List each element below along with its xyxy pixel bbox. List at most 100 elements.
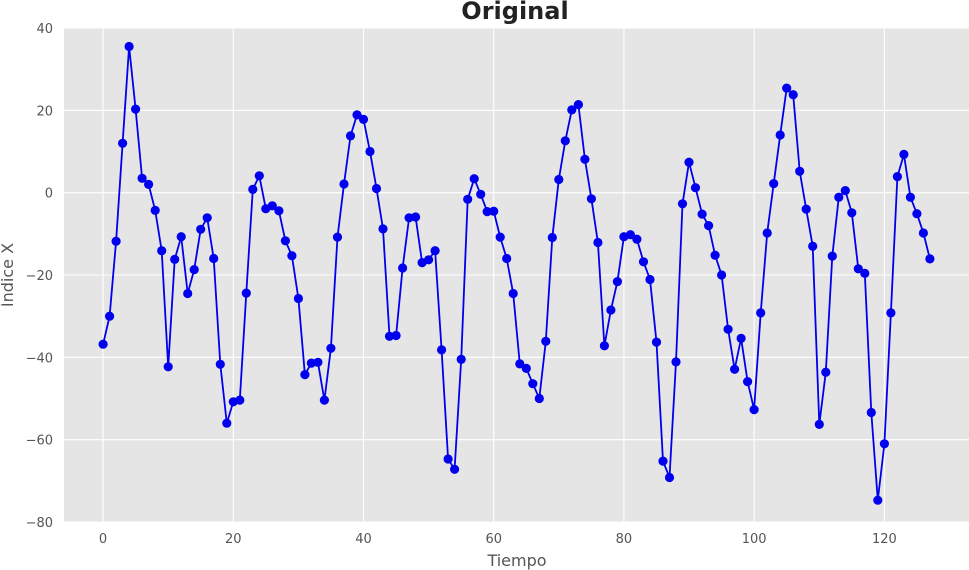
data-point — [430, 246, 440, 256]
data-point — [469, 174, 479, 184]
data-point — [625, 230, 636, 240]
data-point — [326, 343, 336, 353]
data-point — [892, 172, 903, 182]
data-point — [463, 194, 473, 204]
data-point — [196, 224, 206, 234]
data-point — [215, 359, 225, 369]
data-point — [834, 192, 844, 202]
data-point — [567, 105, 577, 115]
data-point — [521, 363, 531, 373]
y-tick-labels: −80 −60 −40 −20 0 20 40 — [26, 22, 53, 531]
data-point — [749, 405, 759, 415]
y-tick-label: −80 — [26, 516, 53, 531]
data-point — [124, 41, 134, 52]
data-point — [853, 264, 863, 274]
data-point — [437, 345, 447, 355]
data-point — [287, 251, 297, 261]
data-point — [762, 228, 772, 238]
data-point — [189, 265, 199, 275]
data-point — [313, 357, 323, 367]
data-point — [873, 495, 883, 505]
x-tick-label: 0 — [99, 532, 107, 547]
data-point — [606, 305, 616, 315]
data-point — [645, 274, 655, 285]
data-point — [339, 179, 349, 189]
data-point — [515, 359, 525, 369]
x-tick-label: 100 — [742, 532, 767, 547]
data-point — [424, 255, 434, 265]
data-point — [332, 232, 343, 242]
data-point — [365, 146, 375, 157]
data-point — [560, 136, 570, 146]
data-point — [821, 367, 831, 377]
data-point — [684, 157, 694, 167]
x-axis-label: Tiempo — [486, 551, 546, 570]
data-point — [697, 209, 707, 219]
y-tick-label: −40 — [26, 351, 53, 366]
data-point — [671, 357, 681, 367]
data-point — [144, 179, 154, 189]
data-point — [651, 337, 662, 347]
data-point — [98, 339, 108, 349]
data-point — [248, 184, 258, 194]
data-point — [163, 362, 173, 372]
y-tick-label: −20 — [26, 269, 53, 284]
data-point — [547, 232, 557, 243]
data-point — [710, 250, 720, 260]
x-tick-labels: 0 20 40 60 80 100 120 — [99, 532, 897, 547]
data-point — [541, 336, 551, 346]
data-point — [157, 246, 167, 256]
data-point — [391, 330, 401, 341]
data-point — [502, 253, 512, 264]
data-point — [866, 407, 876, 418]
data-point — [743, 377, 753, 387]
data-point — [411, 212, 421, 222]
data-point — [599, 341, 610, 351]
x-tick-label: 80 — [616, 532, 633, 547]
x-tick-label: 20 — [225, 532, 242, 547]
data-point — [443, 454, 453, 464]
data-point — [378, 224, 388, 234]
y-tick-label: −60 — [26, 434, 53, 449]
data-point — [398, 263, 408, 273]
y-tick-label: 20 — [36, 104, 53, 119]
data-point — [534, 393, 544, 404]
data-point — [632, 234, 642, 244]
data-point — [801, 204, 811, 214]
data-point — [482, 207, 492, 217]
data-point — [580, 154, 590, 164]
data-point — [586, 194, 597, 204]
data-point — [209, 253, 219, 264]
data-point — [814, 419, 824, 429]
data-point — [912, 209, 922, 219]
y-axis-label: Índice X — [0, 243, 17, 307]
data-point — [150, 205, 160, 215]
data-point — [241, 288, 251, 298]
data-point — [456, 354, 466, 364]
data-point — [222, 418, 232, 428]
data-point — [756, 308, 766, 318]
data-point — [795, 166, 805, 176]
data-point — [170, 254, 180, 264]
data-point — [593, 237, 603, 248]
data-point — [899, 149, 909, 159]
data-point — [280, 236, 290, 246]
data-point — [905, 192, 916, 202]
data-point — [293, 293, 303, 304]
x-tick-label: 40 — [355, 532, 372, 547]
data-point — [827, 251, 837, 261]
data-point — [358, 114, 369, 124]
data-point — [235, 395, 245, 405]
data-point — [105, 311, 115, 321]
data-point — [860, 268, 870, 278]
data-point — [489, 206, 499, 216]
data-point — [808, 241, 818, 251]
data-point — [736, 333, 746, 343]
data-points — [98, 41, 935, 505]
data-point — [879, 439, 890, 449]
data-point — [847, 208, 857, 218]
data-point — [131, 104, 141, 114]
data-point — [788, 90, 798, 100]
data-point — [254, 171, 264, 181]
data-point — [528, 379, 538, 389]
